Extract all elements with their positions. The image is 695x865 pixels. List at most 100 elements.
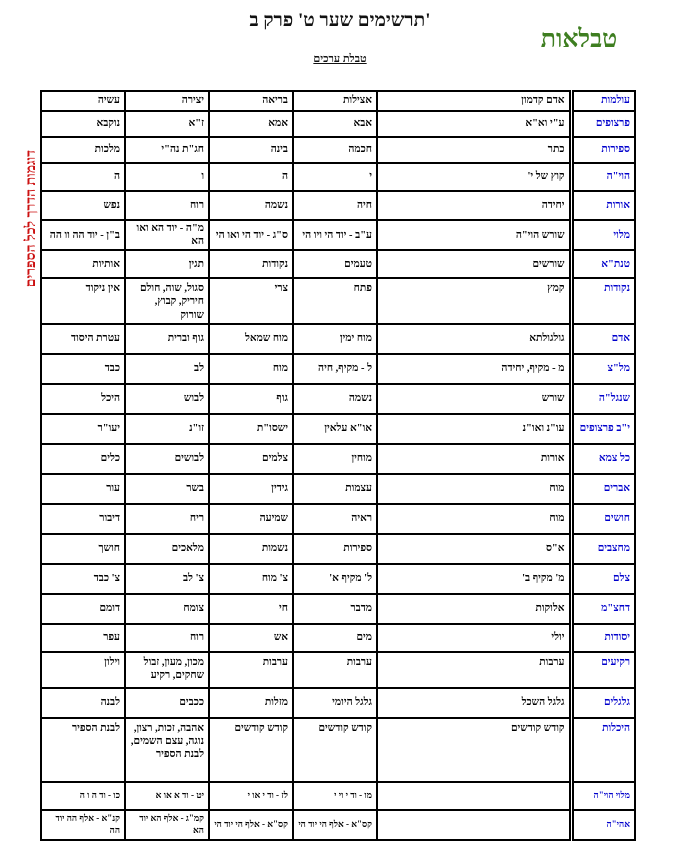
cell: מלאכים [124,532,210,565]
cell: קנ"א - אלף הה יוד הה [40,808,126,841]
row-label: נקודות [568,277,636,325]
cell: דומם [40,592,126,625]
cell: עור [40,472,126,505]
cell: חג"ת נה"י [124,136,210,164]
cell: קמ"ג - אלף הא יוד הא [124,808,210,841]
row-label: טנת"א [568,249,636,280]
cell: צ' מוח [208,562,294,595]
cell: חיה [292,190,378,221]
table-row: אורות יחידה חיה נשמה רוח נפש [40,190,636,221]
cell: גוף וברית [124,322,210,355]
cell: חכמה [292,136,378,164]
row-label: מחצבים [568,532,636,565]
table-row: מחצבים א"ס ספירות נשמות מלאכים חושך [40,532,636,565]
cell: כו - וד ה ו ה [40,780,126,811]
cell: יט - וד א או א [124,780,210,811]
table-row: ספירות כתר חכמה בינה חג"ת נה"י מלכות [40,136,636,164]
cell: מוח [376,472,572,505]
cell: ערבות [376,650,572,689]
cell: עפר [40,622,126,653]
cell: ערבות [208,650,294,689]
cell: קודש קודשים [292,716,378,783]
cell: י [292,162,378,192]
row-label: אדם [568,322,636,355]
table-row: מלוי שורש הוי"ה ע"ב - יוד הי ויו הי ס"ג - י… [40,218,636,252]
table-row: אהי"ה קס"א - אלף הי יוד הי קס"א - אלף הי י… [40,808,636,841]
cell: זו"נ [124,412,210,445]
row-label: פרצופים [568,110,636,138]
cell: פתח [292,277,378,325]
cell: חושך [40,532,126,565]
table-row: פרצופים ע"י וא"א אבא אמא ז"א נוקבא [40,110,636,138]
cell: מים [292,622,378,653]
cell: לב [124,352,210,385]
cell: מלכות [40,136,126,164]
table-row: שנגל"ה שורש נשמה גוף לבוש היכל [40,382,636,415]
cell: לבנת הספיר [40,716,126,783]
page-subtitle: טבלת ערכים [313,53,367,65]
title-block: תרשימים שער ט' פרק ב' [0,10,680,32]
column-header: יצירה [124,90,210,112]
cell: ה [208,162,294,192]
cell: צרי [208,277,294,325]
cell: ז"א [124,110,210,138]
values-table-head: עולמות אדם קדמון אצילות בריאה יצירה עשיה [40,90,636,112]
cell: צ' לב [124,562,210,595]
cell: א"ס [376,532,572,565]
cell: נקודות [208,249,294,280]
column-header: עשיה [40,90,126,112]
column-header: אדם קדמון [376,90,572,112]
cell: מוח [208,352,294,385]
table-row: יסודות יולי מים אש רוח עפר [40,622,636,653]
cell: יולי [376,622,572,653]
row-label: כל צמא [568,442,636,475]
cell: עו"נ ואו"נ [376,412,572,445]
cell: יעו"ר [40,412,126,445]
cell: אש [208,622,294,653]
cell: היכל [40,382,126,415]
cell: כתר [376,136,572,164]
cell: ספירות [292,532,378,565]
cell: אין ניקוד [40,277,126,325]
table-row: י"ב פרצופים עו"נ ואו"נ או"א עלאין ישסו"ת זו"… [40,412,636,445]
table-row: גלגלים גלגל השכל גלגל היומי מזלות ככבים לבנה [40,686,636,719]
cell: מוח שמאל [208,322,294,355]
cell: ערבות [292,650,378,689]
header-row: עולמות אדם קדמון אצילות בריאה יצירה עשיה [40,90,636,112]
cell: ס"ג - יוד הי ואו הי [208,218,294,252]
cell: טעמים [292,249,378,280]
cell: תגין [124,249,210,280]
cell: ל - מקיף, חיה [292,352,378,385]
cell: יחידה [376,190,572,221]
cell: גולגולתא [376,322,572,355]
cell: גלגל היומי [292,686,378,719]
row-label: י"ב פרצופים [568,412,636,445]
row-label: ספירות [568,136,636,164]
cell: ישסו"ת [208,412,294,445]
cell: לבנה [40,686,126,719]
cell: מ"ה - יוד הא ואו הא [124,218,210,252]
cell: עטרת היסוד [40,322,126,355]
cell: ו [124,162,210,192]
cell: אלוקות [376,592,572,625]
cell: בינה [208,136,294,164]
table-row: כל צמא אורות מוחין צלמים לבושים כלים [40,442,636,475]
cell: גוף [208,382,294,415]
cell: מוח [376,502,572,535]
cell: כלים [40,442,126,475]
row-label: חושים [568,502,636,535]
cell: מו - וד י וי י [292,780,378,811]
cell: רוח [124,190,210,221]
cell: גידין [208,472,294,505]
cell: צ' כבד [40,562,126,595]
cell: קוץ של י' [376,162,572,192]
cell: מוחין [292,442,378,475]
cell: ככבים [124,686,210,719]
cell: ל' מקיף א' [292,562,378,595]
row-label: דחצ"מ [568,592,636,625]
cell: חי [208,592,294,625]
row-label: אורות [568,190,636,221]
table-row: טנת"א שורשים טעמים נקודות תגין אותיות [40,249,636,280]
row-label: מלוי [568,218,636,252]
cell: קמץ [376,277,572,325]
